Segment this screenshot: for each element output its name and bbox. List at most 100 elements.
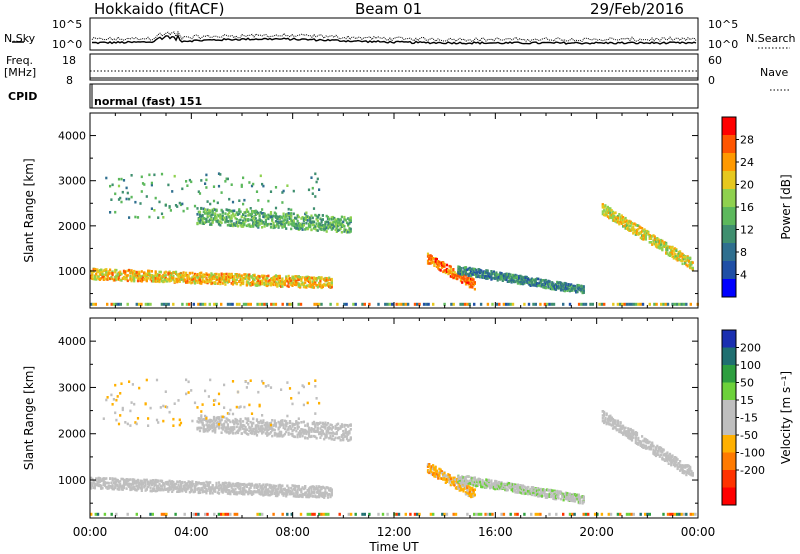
- echo-cell: [119, 302, 122, 306]
- echo-cell: [307, 493, 311, 496]
- echo-cell: [224, 485, 227, 489]
- echo-cell: [537, 282, 540, 286]
- echo-cell: [179, 483, 183, 486]
- echo-cell: [310, 284, 313, 288]
- echo-cell: [167, 483, 170, 486]
- echo-cell: [515, 279, 518, 282]
- echo-cell: [269, 277, 273, 281]
- echo-cell: [331, 227, 335, 230]
- echo-cell: [689, 512, 692, 516]
- echo-cell: [543, 280, 546, 284]
- echo-cell: [200, 280, 203, 284]
- echo-cell: [616, 216, 620, 220]
- echo-cell: [304, 281, 307, 284]
- echo-cell: [654, 245, 658, 248]
- echo-cell: [141, 274, 145, 278]
- echo-cell: [233, 484, 236, 488]
- echo-cell: [239, 419, 242, 423]
- echo-cell: [252, 491, 255, 495]
- echo-cell: [111, 273, 114, 277]
- echo-cell: [520, 282, 523, 285]
- echo-cell: [307, 216, 311, 219]
- echo-cell: [223, 216, 226, 220]
- echo-cell: [316, 430, 319, 434]
- echo-cell: [155, 274, 159, 277]
- echo-cell: [195, 274, 198, 277]
- echo-cell: [323, 277, 326, 281]
- echo-cell: [201, 213, 204, 217]
- echo-cell: [116, 479, 119, 482]
- echo-cell: [543, 282, 546, 286]
- echo-cell: [220, 512, 223, 516]
- echo-cell: [262, 483, 265, 486]
- echo-cell: [245, 283, 248, 287]
- echo-cell: [287, 433, 290, 436]
- echo-cell: [94, 512, 97, 516]
- echo-cell: [117, 277, 121, 281]
- echo-cell: [672, 255, 675, 259]
- echo-cell: [691, 266, 694, 270]
- echo-cell: [418, 302, 421, 306]
- echo-cell: [573, 512, 576, 516]
- echo-cell: [226, 512, 230, 516]
- echo-cell: [329, 427, 332, 430]
- echo-cell: [264, 222, 267, 226]
- echo-cell: [292, 423, 295, 427]
- echo-cell: [316, 491, 319, 494]
- echo-cell: [348, 423, 351, 427]
- echo-cell: [639, 302, 642, 306]
- echo-cell: [445, 480, 449, 483]
- echo-cell: [193, 276, 197, 280]
- echo-cell: [463, 269, 466, 273]
- echo-cell: [285, 221, 288, 225]
- echo-cell: [337, 436, 340, 440]
- echo-cell: [149, 481, 152, 485]
- echo-cell: [214, 218, 217, 221]
- echo-cell: [200, 416, 203, 419]
- echo-cell: [181, 202, 184, 206]
- echo-cell: [276, 282, 279, 286]
- echo-cell: [452, 483, 455, 486]
- echo-cell: [433, 466, 436, 470]
- echo-cell: [309, 285, 312, 288]
- echo-cell: [269, 490, 273, 494]
- echo-cell: [467, 484, 470, 488]
- echo-cell: [425, 302, 428, 306]
- echo-cell: [302, 428, 305, 432]
- echo-cell: [318, 276, 321, 279]
- echo-cell: [205, 423, 208, 427]
- echo-cell: [186, 485, 189, 488]
- echo-cell: [272, 278, 275, 282]
- echo-cell: [179, 484, 183, 488]
- echo-cell: [537, 277, 540, 281]
- echo-cell: [679, 258, 682, 262]
- echo-cell: [502, 274, 506, 278]
- echo-cell: [325, 430, 328, 434]
- echo-cell: [311, 512, 314, 516]
- echo-cell: [287, 223, 290, 226]
- echo-cell: [348, 227, 351, 230]
- echo-cell: [669, 512, 672, 516]
- echo-cell: [505, 274, 508, 277]
- echo-cell: [239, 280, 242, 283]
- echo-cell: [437, 474, 440, 477]
- echo-cell: [244, 218, 247, 221]
- echo-cell: [217, 214, 221, 218]
- echo-cell: [605, 211, 608, 214]
- echo-cell: [521, 282, 525, 285]
- echo-cell: [160, 212, 164, 216]
- echo-cell: [258, 490, 261, 493]
- echo-cell: [477, 480, 480, 483]
- echo-cell: [324, 512, 328, 516]
- echo-cell: [100, 273, 103, 276]
- echo-cell: [464, 479, 468, 483]
- echo-cell: [307, 222, 311, 226]
- echo-cell: [551, 283, 554, 286]
- echo-cell: [335, 430, 338, 434]
- echo-cell: [496, 276, 499, 280]
- echo-cell: [433, 261, 436, 264]
- echo-cell: [680, 302, 683, 306]
- echo-cell: [243, 482, 246, 486]
- echo-cell: [292, 435, 295, 438]
- echo-cell: [606, 210, 609, 213]
